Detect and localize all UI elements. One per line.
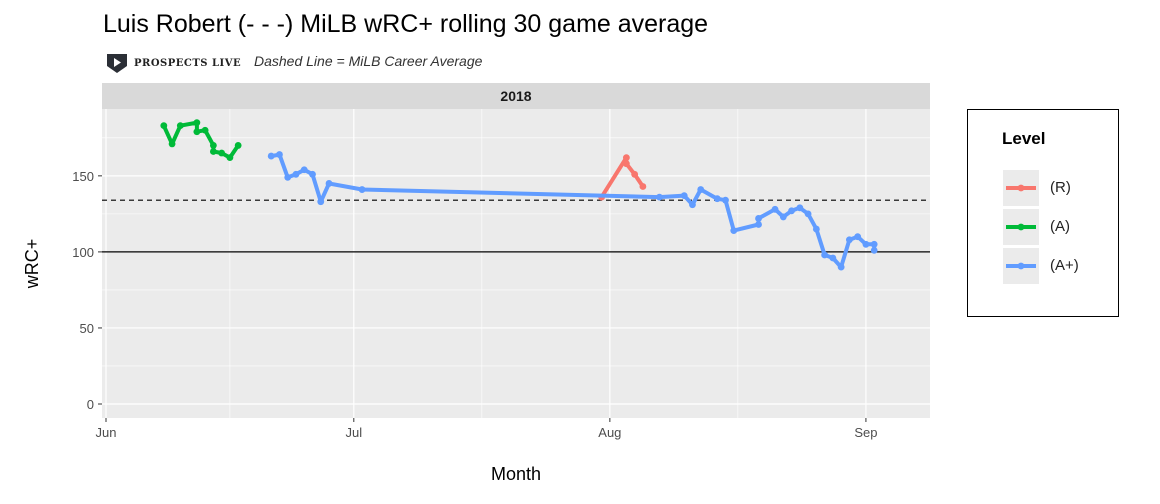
y-axis-label: wRC+	[22, 239, 42, 290]
data-point	[821, 251, 829, 259]
x-axis-label: Month	[491, 464, 541, 484]
data-point	[201, 126, 209, 134]
legend: Level (R) (A) (A+)	[967, 109, 1119, 317]
legend-swatch	[1006, 184, 1036, 192]
data-point	[680, 192, 688, 200]
data-point	[779, 213, 787, 221]
chart-title: Luis Robert (- - -) MiLB wRC+ rolling 30…	[103, 10, 709, 38]
legend-swatch	[1006, 223, 1036, 231]
data-point	[722, 196, 729, 204]
data-point	[755, 221, 762, 228]
data-point	[730, 227, 738, 235]
legend-item: (R)	[1003, 170, 1113, 206]
data-point	[796, 204, 804, 212]
logo-text: PROSPECTS LIVE	[134, 57, 242, 69]
data-point	[160, 122, 168, 130]
data-point	[209, 142, 217, 149]
y-tick-label: 0	[87, 397, 94, 412]
data-point	[788, 207, 795, 215]
data-point	[870, 240, 878, 248]
data-point	[292, 170, 300, 178]
data-point	[870, 246, 878, 254]
data-point	[639, 183, 647, 190]
legend-swatch	[1006, 262, 1036, 270]
data-point	[218, 149, 226, 157]
data-point	[829, 254, 837, 262]
series-Aplus	[267, 151, 878, 271]
data-point	[168, 140, 176, 148]
legend-key	[1003, 209, 1039, 245]
data-point	[176, 122, 184, 130]
data-point	[234, 142, 242, 149]
data-point	[325, 180, 333, 187]
facet-label: 2018	[500, 88, 531, 104]
x-tick-label: Sep	[854, 425, 877, 440]
play-triangle-icon	[107, 54, 127, 73]
legend-title: Level	[1002, 129, 1046, 148]
legend-swatch-point	[1017, 184, 1025, 192]
y-tick-label: 50	[80, 321, 94, 336]
legend-swatch-point	[1017, 262, 1025, 270]
legend-key	[1003, 170, 1039, 206]
data-point	[697, 186, 705, 193]
data-point	[631, 170, 639, 178]
data-point	[713, 195, 721, 203]
series-A	[160, 119, 242, 161]
data-point	[812, 225, 820, 233]
data-point	[284, 173, 292, 181]
legend-key	[1003, 248, 1039, 284]
data-point	[656, 193, 663, 201]
legend-item: (A+)	[1003, 248, 1113, 284]
data-point	[226, 154, 234, 161]
plot-panel	[102, 109, 930, 418]
data-point	[804, 210, 812, 218]
x-tick-label: Aug	[598, 425, 621, 440]
data-point	[300, 166, 308, 174]
legend-label: (A+)	[1050, 257, 1079, 274]
data-point	[209, 148, 217, 155]
data-point	[837, 263, 845, 271]
legend-swatch-point	[1017, 223, 1025, 231]
data-point	[358, 186, 366, 193]
data-point	[689, 201, 696, 209]
legend-item: (A)	[1003, 209, 1113, 245]
data-point	[622, 160, 630, 168]
data-point	[193, 119, 201, 127]
y-tick-label: 150	[72, 169, 94, 184]
prospects-live-logo: PROSPECTS LIVE	[106, 52, 241, 74]
data-point	[622, 154, 630, 161]
chart-subtitle: Dashed Line = MiLB Career Average	[254, 53, 483, 69]
data-point	[193, 128, 201, 136]
y-tick-label: 100	[72, 245, 94, 260]
x-tick-label: Jul	[345, 425, 362, 440]
legend-label: (R)	[1050, 179, 1071, 196]
x-tick-label: Jun	[96, 425, 117, 440]
legend-label: (A)	[1050, 218, 1070, 235]
data-point	[854, 233, 862, 241]
data-point	[276, 151, 283, 158]
data-point	[309, 170, 316, 178]
facet-strip	[102, 83, 930, 109]
data-point	[862, 240, 870, 248]
data-point	[755, 215, 762, 222]
data-point	[771, 205, 779, 213]
data-point	[317, 198, 325, 206]
data-point	[267, 152, 275, 160]
data-point	[846, 236, 853, 244]
